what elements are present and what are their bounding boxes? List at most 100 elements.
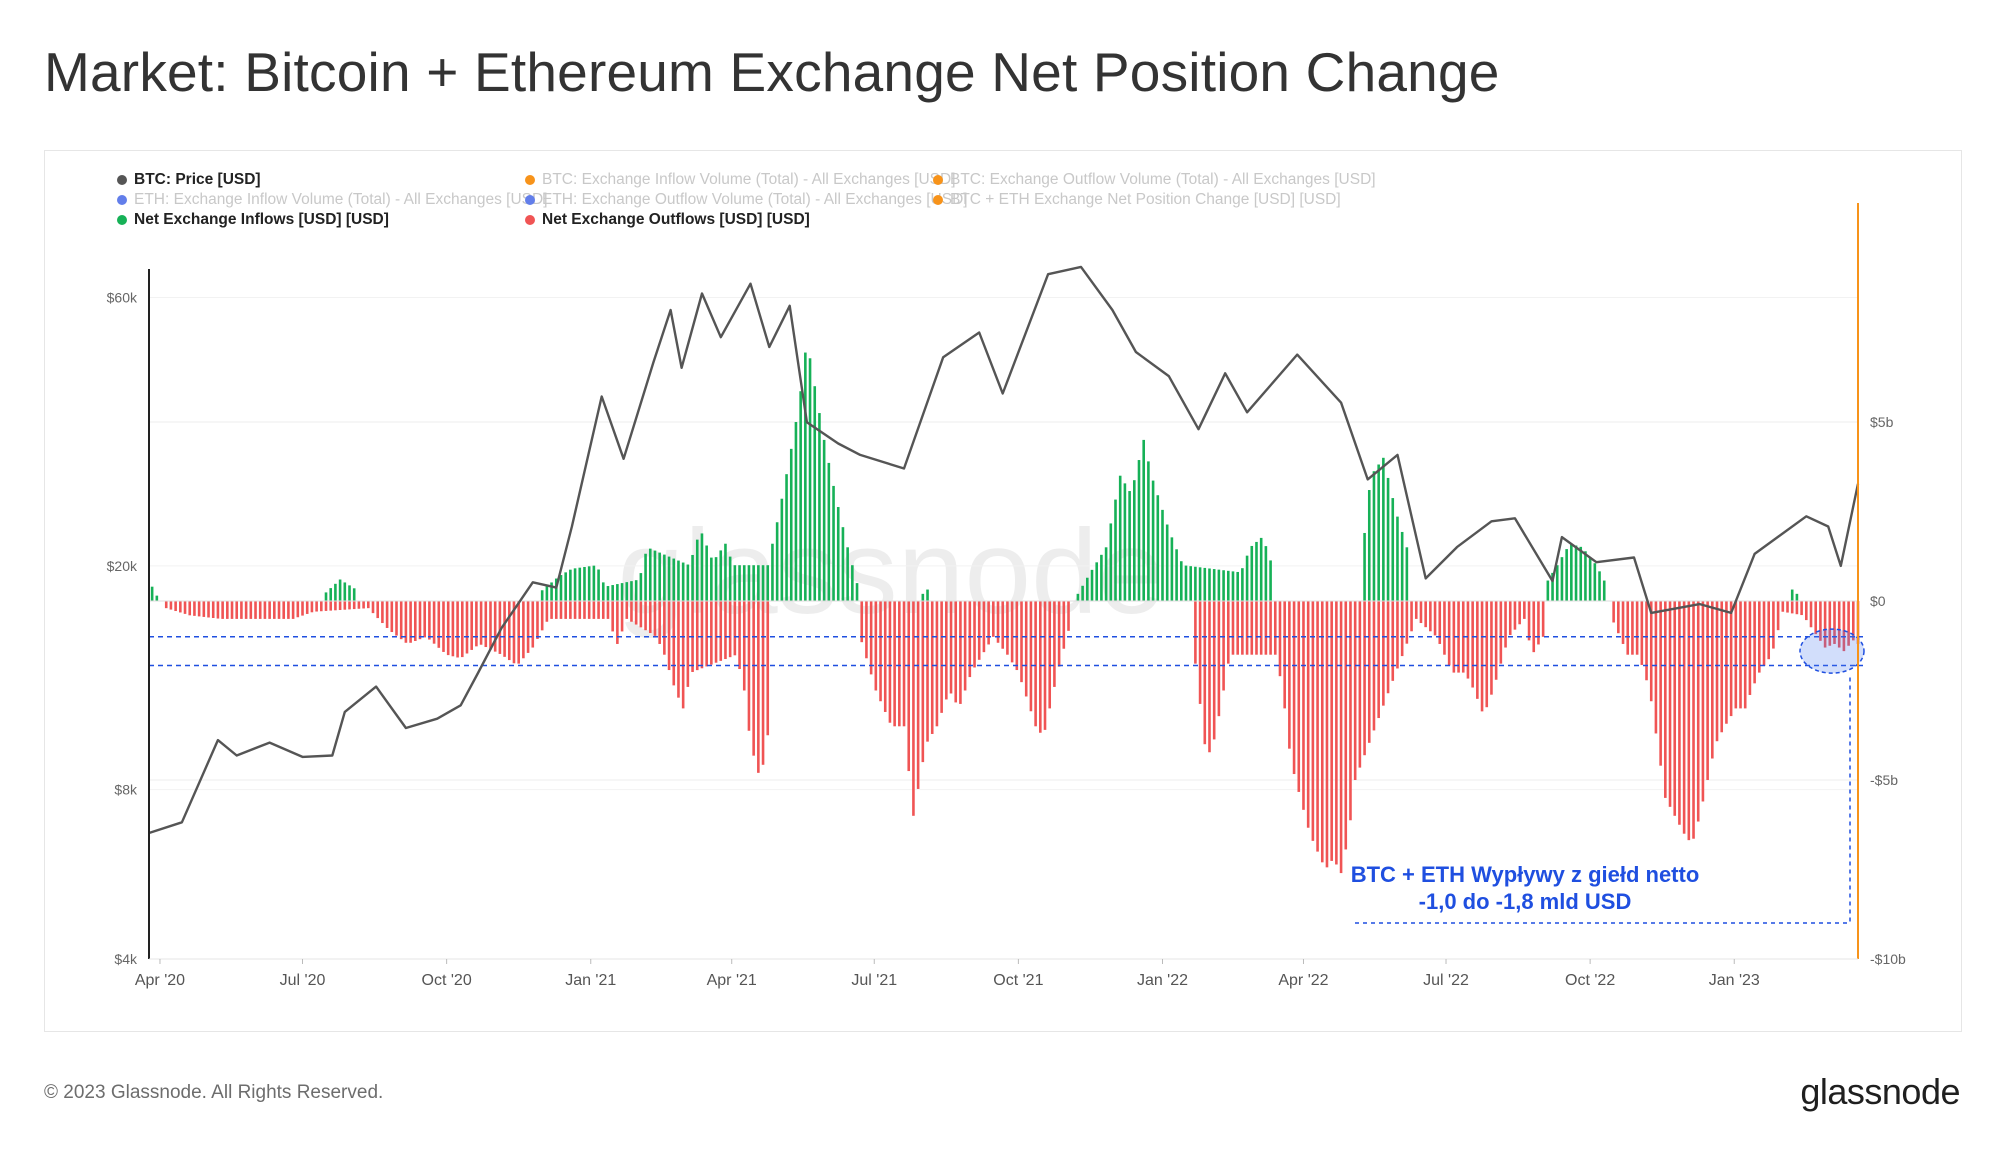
net-inflow-bar bbox=[681, 562, 685, 601]
net-outflow-bar bbox=[902, 601, 906, 727]
net-outflow-bar bbox=[564, 601, 567, 619]
net-outflow-bar bbox=[1292, 601, 1296, 775]
annotation-highlight bbox=[1799, 628, 1865, 674]
net-outflow-bar bbox=[1837, 601, 1841, 648]
net-outflow-bar bbox=[254, 601, 257, 619]
net-outflow-bar bbox=[1255, 601, 1258, 655]
net-inflow-bar bbox=[1236, 571, 1239, 601]
net-outflow-bar bbox=[1772, 601, 1775, 649]
right-axis-tick-label: -$5b bbox=[1870, 772, 1898, 788]
net-outflow-bar bbox=[968, 601, 972, 678]
net-inflow-bar bbox=[799, 391, 802, 601]
legend-item-btc-outflow[interactable]: BTC: Exchange Outflow Volume (Total) - A… bbox=[933, 171, 1376, 189]
legend-label: BTC: Price [USD] bbox=[134, 171, 261, 188]
net-inflow-bar bbox=[1579, 546, 1583, 601]
net-outflow-bar bbox=[597, 601, 600, 619]
net-inflow-bar bbox=[1132, 480, 1136, 601]
legend-item-btc-inflow[interactable]: BTC: Exchange Inflow Volume (Total) - Al… bbox=[525, 171, 956, 189]
net-inflow-bar bbox=[1142, 439, 1145, 601]
legend-item-eth-outflow[interactable]: ETH: Exchange Outflow Volume (Total) - A… bbox=[525, 191, 968, 209]
net-outflow-bar bbox=[912, 601, 915, 816]
net-outflow-bar bbox=[305, 601, 309, 614]
net-inflow-bar bbox=[1156, 495, 1160, 601]
legend-item-eth-inflow[interactable]: ETH: Exchange Inflow Volume (Total) - Al… bbox=[117, 191, 548, 209]
net-inflow-bar bbox=[1584, 551, 1587, 601]
net-outflow-bar bbox=[371, 601, 375, 614]
net-inflow-bar bbox=[695, 539, 699, 601]
net-outflow-bar bbox=[1405, 601, 1409, 644]
net-outflow-bar bbox=[1367, 601, 1371, 743]
net-outflow-bar bbox=[207, 601, 210, 618]
net-outflow-bar bbox=[1006, 601, 1009, 655]
net-inflow-bar bbox=[545, 586, 549, 601]
net-outflow-bar bbox=[625, 601, 629, 619]
net-inflow-bar bbox=[540, 590, 544, 601]
net-inflow-bar bbox=[667, 556, 671, 601]
net-outflow-bar bbox=[1015, 601, 1019, 671]
net-outflow-bar bbox=[1819, 601, 1822, 641]
net-outflow-bar bbox=[1767, 601, 1771, 660]
net-outflow-bar bbox=[1273, 601, 1277, 655]
legend-dot-icon bbox=[933, 175, 943, 185]
net-outflow-bar bbox=[235, 601, 239, 619]
net-outflow-bar bbox=[249, 601, 253, 619]
net-inflow-bar bbox=[1372, 471, 1376, 601]
net-outflow-bar bbox=[1485, 601, 1489, 708]
net-outflow-bar bbox=[761, 601, 765, 765]
net-outflow-bar bbox=[1631, 601, 1634, 655]
net-inflow-bar bbox=[1128, 491, 1131, 601]
net-inflow-bar bbox=[1255, 541, 1258, 601]
net-outflow-bar bbox=[1626, 601, 1630, 655]
net-inflow-bar bbox=[653, 550, 657, 601]
legend-dot-icon bbox=[525, 195, 535, 205]
legend-item-btc-price[interactable]: BTC: Price [USD] bbox=[117, 171, 261, 189]
net-inflow-bar bbox=[841, 527, 845, 601]
net-outflow-bar bbox=[489, 601, 492, 650]
legend-item-net-outflows[interactable]: Net Exchange Outflows [USD] [USD] bbox=[525, 211, 810, 229]
net-outflow-bar bbox=[1823, 601, 1827, 648]
net-outflow-bar bbox=[1043, 601, 1047, 730]
net-inflow-bar bbox=[611, 585, 614, 601]
net-outflow-bar bbox=[573, 601, 577, 619]
net-outflow-bar bbox=[653, 601, 657, 636]
net-inflow-bar bbox=[1226, 570, 1230, 601]
net-outflow-bar bbox=[639, 601, 643, 628]
net-outflow-bar bbox=[1419, 601, 1423, 624]
net-outflow-bar bbox=[705, 601, 708, 667]
net-inflow-bar bbox=[592, 565, 596, 601]
net-inflow-bar bbox=[1170, 537, 1174, 601]
chart-plot: glassnode BTC + ETH Wypływy z giełd nett… bbox=[107, 203, 1906, 989]
net-outflow-bar bbox=[874, 601, 878, 691]
net-outflow-bar bbox=[1621, 601, 1625, 644]
net-outflow-bar bbox=[211, 601, 215, 619]
net-outflow-bar bbox=[949, 601, 953, 694]
net-outflow-bar bbox=[404, 601, 408, 643]
x-axis-tick-label: Apr '20 bbox=[135, 972, 185, 989]
chart-legend: BTC: Price [USD] BTC: Exchange Inflow Vo… bbox=[117, 167, 1817, 233]
net-outflow-bar bbox=[935, 601, 939, 727]
legend-item-net-inflows[interactable]: Net Exchange Inflows [USD] [USD] bbox=[117, 211, 389, 229]
net-outflow-bar bbox=[940, 601, 943, 713]
net-outflow-bar bbox=[282, 601, 286, 619]
net-inflow-bar bbox=[1602, 580, 1606, 601]
legend-label: Net Exchange Outflows [USD] [USD] bbox=[542, 211, 810, 228]
net-inflow-bar bbox=[1090, 569, 1094, 601]
net-inflow-bar bbox=[625, 582, 629, 601]
net-inflow-bar bbox=[719, 550, 723, 601]
net-outflow-bar bbox=[667, 601, 671, 671]
net-outflow-bar bbox=[1504, 601, 1507, 648]
net-outflow-bar bbox=[338, 601, 342, 611]
net-inflow-bar bbox=[663, 554, 666, 601]
net-inflow-bar bbox=[630, 581, 633, 601]
net-inflow-bar bbox=[348, 585, 351, 601]
net-outflow-bar bbox=[1250, 601, 1254, 655]
x-axis-tick-label: Apr '21 bbox=[707, 972, 757, 989]
net-outflow-bar bbox=[583, 601, 586, 619]
x-axis-tick-label: Jul '21 bbox=[851, 972, 897, 989]
net-inflow-bar bbox=[1245, 555, 1249, 601]
net-inflow-bar bbox=[686, 564, 690, 601]
legend-item-net-position[interactable]: BTC + ETH Exchange Net Position Change [… bbox=[933, 191, 1341, 209]
net-inflow-bar bbox=[1100, 554, 1103, 601]
net-outflow-bar bbox=[1748, 601, 1752, 695]
net-outflow-bar bbox=[291, 601, 295, 619]
